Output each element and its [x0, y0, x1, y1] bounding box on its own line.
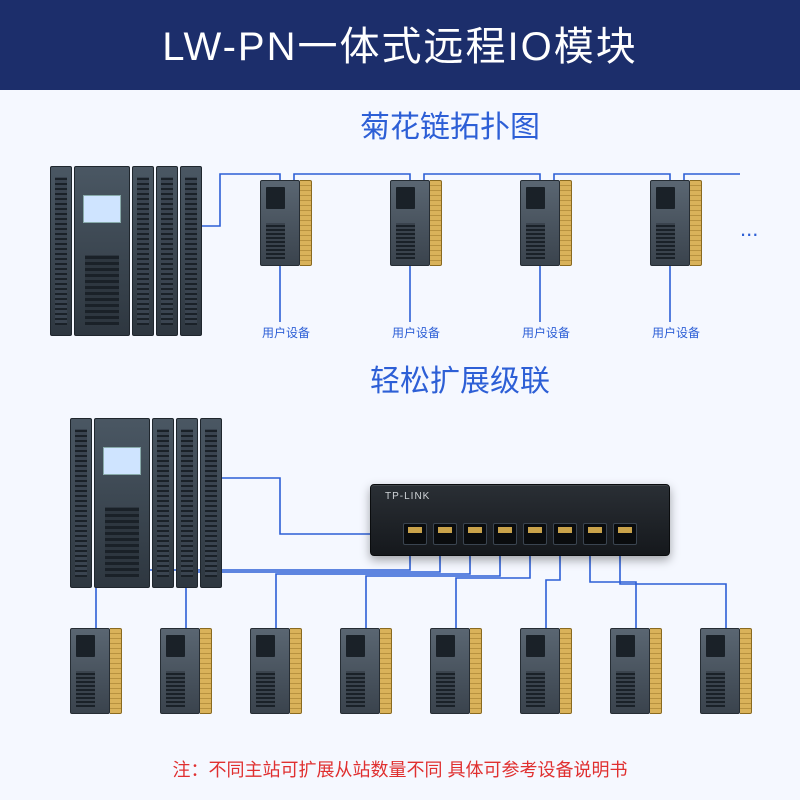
switch-port	[553, 523, 577, 545]
switch-port	[493, 523, 517, 545]
cascade-title: 轻松扩展级联	[120, 356, 800, 400]
io-module	[70, 628, 122, 714]
io-module	[260, 180, 312, 266]
cascade-section: 轻松扩展级联 TP-LINK	[0, 356, 800, 750]
switch-port	[433, 523, 457, 545]
switch-port	[463, 523, 487, 545]
io-module	[520, 180, 572, 266]
daisy-title: 菊花链拓扑图	[100, 102, 800, 146]
io-module	[340, 628, 392, 714]
user-device-label: 用户设备	[386, 324, 446, 341]
io-module	[650, 180, 702, 266]
daisy-row: 用户设备 用户设备 用户设备 用户设备...	[0, 146, 800, 356]
io-module	[430, 628, 482, 714]
ellipsis: ...	[740, 216, 758, 242]
user-device-label: 用户设备	[516, 324, 576, 341]
switch-brand-label: TP-LINK	[385, 491, 430, 502]
page-header: LW-PN一体式远程IO模块	[0, 0, 800, 90]
plc-unit	[50, 166, 200, 336]
io-module	[250, 628, 302, 714]
ethernet-switch: TP-LINK	[370, 484, 670, 556]
io-module	[160, 628, 212, 714]
daisy-chain-section: 菊花链拓扑图 用户设备 用户设备 用户设备 用户设备...	[0, 90, 800, 356]
switch-port	[583, 523, 607, 545]
switch-port	[523, 523, 547, 545]
switch-port	[613, 523, 637, 545]
io-module	[520, 628, 572, 714]
page-title: LW-PN一体式远程IO模块	[162, 25, 637, 69]
switch-port	[403, 523, 427, 545]
io-module	[610, 628, 662, 714]
plc-unit	[70, 418, 220, 588]
io-module	[390, 180, 442, 266]
cascade-top-row: TP-LINK	[0, 400, 800, 610]
user-device-label: 用户设备	[256, 324, 316, 341]
footnote: 注：不同主站可扩展从站数量不同 具体可参考设备说明书	[0, 756, 800, 782]
io-module	[700, 628, 752, 714]
user-device-label: 用户设备	[646, 324, 706, 341]
cascade-bottom-row	[0, 610, 800, 750]
